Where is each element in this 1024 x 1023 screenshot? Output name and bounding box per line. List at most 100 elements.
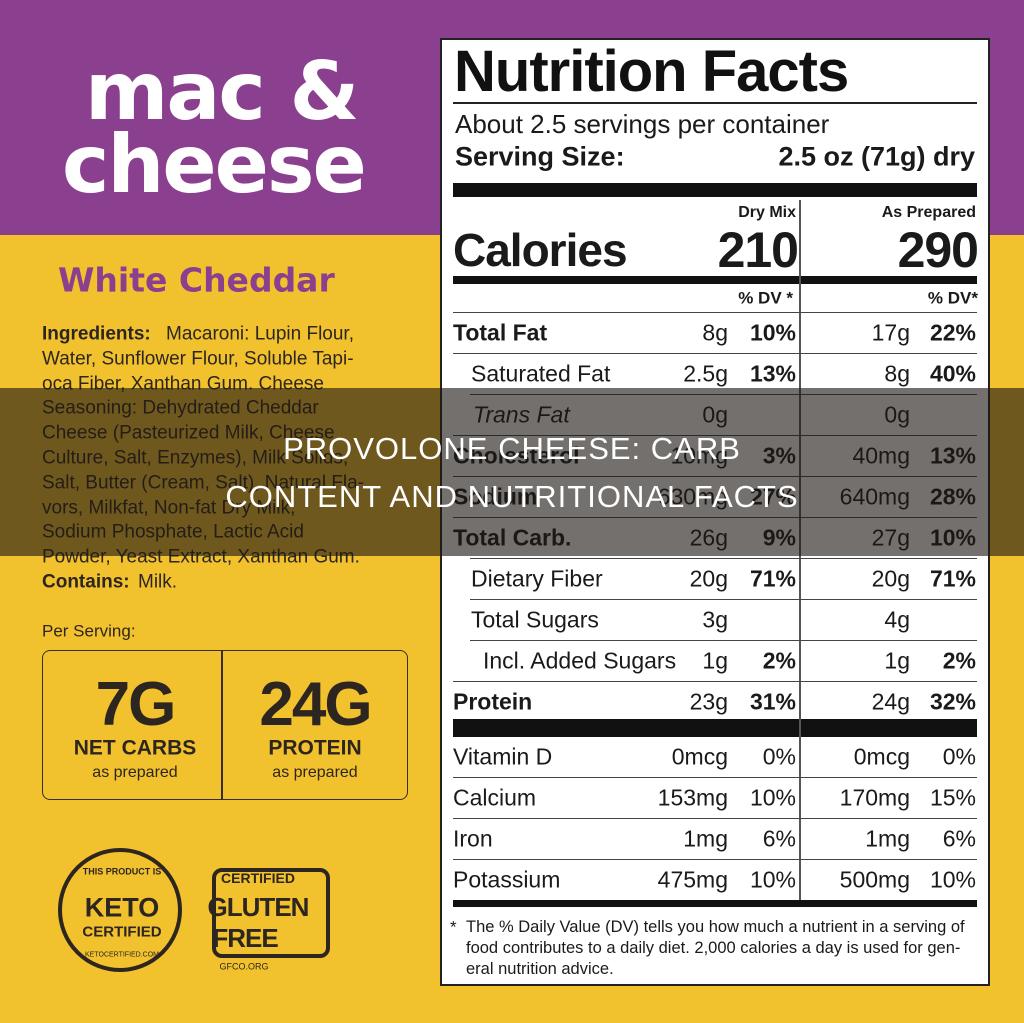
badge-label: NET CARBS	[73, 736, 197, 760]
thick-rule	[453, 719, 977, 737]
calories: 210	[717, 222, 799, 278]
logo-text: FREE	[212, 923, 278, 953]
row-rule	[453, 777, 977, 778]
medium-rule	[453, 276, 977, 284]
row-rule	[470, 558, 977, 559]
row-rule	[453, 818, 977, 819]
column-head: Dry Mix	[738, 204, 796, 221]
badge-note: as prepared	[92, 764, 178, 781]
amount: 2.5g	[683, 360, 728, 387]
rule	[453, 102, 977, 104]
medium-rule	[453, 900, 977, 907]
nutrient-name: Incl. Added Sugars	[483, 647, 677, 674]
amount: 1g	[884, 647, 910, 674]
calories: 290	[897, 222, 979, 278]
dv-header: % DV *	[738, 288, 793, 308]
nutrient-name: Dietary Fiber	[471, 565, 603, 592]
daily-value: 10%	[749, 319, 796, 346]
overlay-title: PROVOLONE CHEESE: CARB CONTENT AND NUTRI…	[225, 430, 799, 514]
daily-value: 22%	[929, 319, 976, 346]
amount: 20g	[689, 565, 728, 592]
nutrient-name: Total Fat	[453, 319, 548, 346]
amount: 17g	[871, 319, 910, 346]
amount: 1mg	[683, 825, 728, 852]
footnote: eral nutrition advice.	[466, 959, 614, 978]
amount: 0mcg	[671, 743, 728, 770]
amount: 500mg	[839, 866, 910, 893]
daily-value: 13%	[749, 360, 796, 387]
badge-box	[42, 650, 408, 800]
daily-value: 31%	[749, 688, 796, 715]
badge-value: 7G	[95, 670, 177, 739]
per-serving: Per Serving:	[42, 621, 136, 641]
amount: 1mg	[865, 825, 910, 852]
daily-value: 32%	[929, 688, 976, 715]
overlay-band	[0, 388, 1024, 556]
gluten-logo	[212, 868, 330, 958]
amount: 20g	[871, 565, 910, 592]
logo-text: GLUTEN	[207, 892, 310, 922]
contains-label: Contains:	[42, 571, 130, 593]
amount: 475mg	[657, 866, 728, 893]
amount: 1g	[702, 647, 728, 674]
amount: 23g	[689, 688, 728, 715]
ingredients-label: Ingredients:	[42, 323, 151, 345]
daily-value: 2%	[942, 647, 976, 674]
footnote-mark: *	[450, 917, 457, 937]
logo-text: GFCO.ORG	[219, 961, 269, 972]
logo-text: THIS PRODUCT IS	[82, 866, 162, 877]
keto-logo	[58, 848, 182, 972]
brand: cheese	[62, 118, 367, 211]
daily-value: 0%	[942, 743, 976, 770]
daily-value: 71%	[929, 565, 976, 592]
nutrient-name: Calcium	[453, 784, 537, 811]
serving-size-label: Serving Size:	[455, 141, 625, 172]
calories-label: Calories	[453, 224, 628, 276]
daily-value: 6%	[942, 825, 976, 852]
nutrient-name: Vitamin D	[453, 743, 553, 770]
nutrient-name: Saturated Fat	[471, 360, 611, 387]
nutrient-name: Protein	[453, 688, 533, 715]
daily-value: 40%	[929, 360, 976, 387]
contains-text: Milk.	[138, 571, 178, 593]
column-head: As Prepared	[881, 204, 976, 221]
serving-size: 2.5 oz (71g) dry	[778, 141, 975, 172]
amount: 8g	[884, 360, 910, 387]
footnote: The % Daily Value (DV) tells you how muc…	[466, 917, 965, 936]
amount: 3g	[702, 606, 728, 633]
dv-header: % DV*	[927, 288, 978, 308]
panel-title: Nutrition Facts	[454, 39, 849, 104]
daily-value: 15%	[929, 784, 976, 811]
amount: 153mg	[657, 784, 728, 811]
daily-value: 2%	[762, 647, 796, 674]
amount: 8g	[702, 319, 728, 346]
logo-text: KETOCERTIFIED.COM	[84, 951, 160, 959]
badge-label: PROTEIN	[268, 736, 362, 760]
logo-text: CERTIFIED	[82, 923, 162, 941]
row-rule	[453, 353, 977, 354]
servings: About 2.5 servings per container	[455, 109, 830, 139]
badge-divider	[221, 651, 223, 799]
badge-note: as prepared	[272, 764, 358, 781]
amount: 0mcg	[853, 743, 910, 770]
logo-text: KETO	[84, 892, 160, 923]
footnote: food contributes to a daily diet. 2,000 …	[466, 938, 961, 957]
daily-value: 0%	[762, 743, 796, 770]
nutrient-name: Potassium	[453, 866, 561, 893]
amount: 24g	[871, 688, 910, 715]
amount: 170mg	[839, 784, 910, 811]
ingredients-line: Macaroni: Lupin Flour,	[166, 323, 354, 345]
thick-rule	[453, 183, 977, 197]
row-rule	[470, 640, 977, 641]
daily-value: 71%	[749, 565, 796, 592]
brand: mac &	[85, 45, 359, 138]
daily-value: 10%	[749, 784, 796, 811]
row-rule	[453, 681, 977, 682]
ingredients-line: Water, Sunflower Flour, Soluble Tapi-	[42, 348, 354, 370]
badge-value: 24G	[259, 670, 372, 739]
nutrient-name: Total Sugars	[471, 606, 599, 633]
amount: 4g	[884, 606, 910, 633]
daily-value: 6%	[762, 825, 796, 852]
row-rule	[470, 599, 977, 600]
